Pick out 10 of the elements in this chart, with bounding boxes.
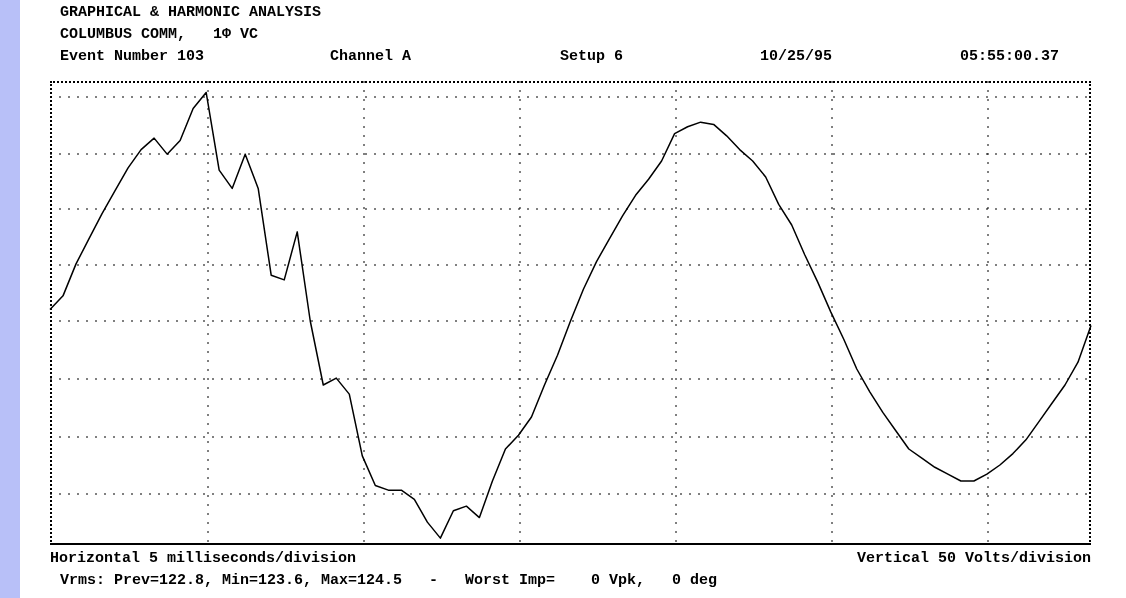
text: Event Number 103: [60, 48, 205, 65]
x-axis-title: Horizontal 5 milliseconds/division: [50, 550, 357, 567]
chart-title: GRAPHICAL & HARMONIC ANALYSIS: [60, 4, 322, 21]
text: Vertical 50 Volts/division: [856, 550, 1091, 567]
text: 10/25/95: [760, 48, 833, 65]
text: Channel A: [330, 48, 412, 65]
chart-subtitle: COLUMBUS COMM, 1Φ VC: [60, 26, 259, 43]
text: Setup 6: [560, 48, 624, 65]
text: Vrms: Prev=122.8, Min=123.6, Max=124.5 - Worst Imp= 0 Vpk, 0 deg: [60, 572, 718, 589]
text: 05:55:00.37: [960, 48, 1060, 65]
